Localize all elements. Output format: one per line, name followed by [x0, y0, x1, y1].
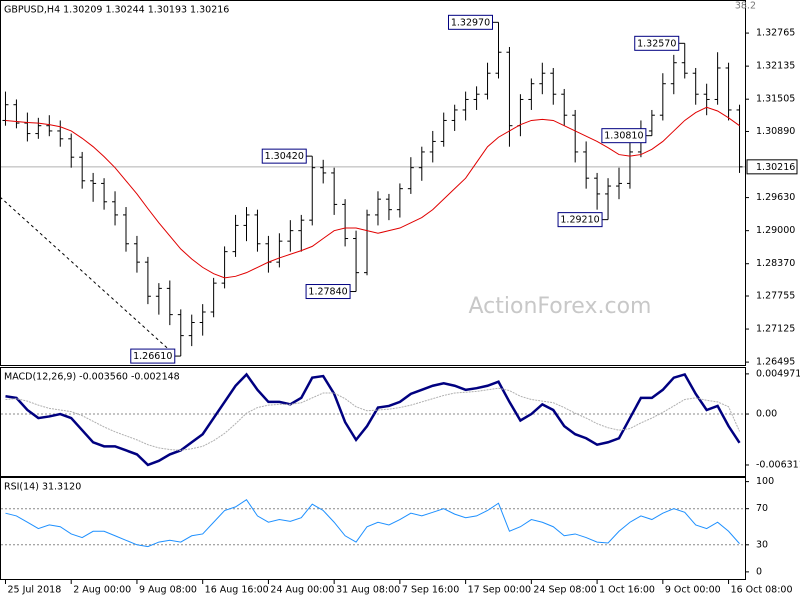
- annotation-box: [447, 14, 493, 30]
- x-tick-label: 17 Sep 00:00: [468, 585, 531, 596]
- annotation-box: [130, 348, 176, 364]
- x-tick-label: 2 Aug 00:00: [73, 585, 131, 596]
- y-tick-label: 1.32765: [756, 28, 795, 39]
- x-tick-label: 24 Aug 00:00: [270, 585, 334, 596]
- annotation-label: 1.32570: [637, 38, 676, 49]
- last-price-box: [746, 159, 798, 175]
- annotation-box: [305, 284, 351, 300]
- annotation-box: [601, 128, 647, 144]
- x-tick-label: 7 Sep 16:00: [402, 585, 459, 596]
- annotation-label: 1.32970: [451, 17, 490, 28]
- macd-title: MACD(12,26,9) -0.003560 -0.002148: [4, 372, 180, 383]
- x-tick-label: 24 Sep 08:00: [533, 585, 596, 596]
- series-line: [5, 498, 740, 548]
- y-tick-label: 1.29000: [756, 225, 795, 236]
- y-tick-label: 0: [756, 566, 762, 577]
- y-tick-label: 1.29630: [756, 192, 795, 203]
- price-panel: [0, 0, 746, 366]
- y-tick-label: 0.004971: [756, 368, 800, 379]
- annotation-label: 1.27840: [308, 287, 347, 298]
- price-title: GBPUSD,H4 1.30209 1.30244 1.30193 1.3021…: [4, 5, 229, 16]
- y-tick-label: 1.28370: [756, 258, 795, 269]
- y-tick-label: 1.30890: [756, 126, 795, 137]
- rsi-title: RSI(14) 31.3120: [4, 482, 81, 493]
- watermark: ActionForex.com: [469, 294, 652, 319]
- moving-average: [5, 106, 740, 279]
- macd-panel: [0, 367, 746, 477]
- x-tick-label: 9 Oct 00:00: [665, 585, 721, 596]
- x-tick-label: 16 Aug 16:00: [205, 585, 269, 596]
- y-tick-label: 100: [756, 476, 774, 487]
- rsi-panel: [0, 477, 746, 580]
- x-tick-label: 31 Aug 08:00: [336, 585, 400, 596]
- y-tick-label: -0.006311: [756, 459, 800, 470]
- last-price-label: 1.30216: [756, 162, 795, 173]
- x-tick-label: 25 Jul 2018: [7, 585, 61, 596]
- x-tick-label: 1 Oct 16:00: [599, 585, 655, 596]
- y-tick-label: 1.32135: [756, 61, 795, 72]
- annotation-box: [557, 212, 603, 228]
- y-tick-label: 1.31505: [756, 94, 795, 105]
- fib-label: 38.2: [735, 1, 756, 12]
- x-tick-label: 9 Aug 08:00: [139, 585, 197, 596]
- x-tick-label: 16 Oct 08:00: [731, 585, 793, 596]
- y-tick-label: 70: [756, 503, 768, 514]
- y-tick-label: 1.27755: [756, 290, 795, 301]
- series-line: [5, 372, 741, 467]
- y-tick-label: 1.27125: [756, 324, 795, 335]
- y-tick-label: 0.00: [756, 409, 777, 420]
- annotation-box: [261, 148, 307, 164]
- annotation-label: 1.29210: [560, 215, 599, 226]
- annotation-label: 1.26610: [133, 351, 172, 362]
- y-tick-label: 1.26495: [756, 357, 795, 368]
- annotation-box: [634, 35, 680, 51]
- series-line: [5, 387, 740, 451]
- annotation-label: 1.30420: [265, 151, 304, 162]
- annotation-label: 1.30810: [604, 131, 643, 142]
- y-tick-label: 30: [756, 539, 768, 550]
